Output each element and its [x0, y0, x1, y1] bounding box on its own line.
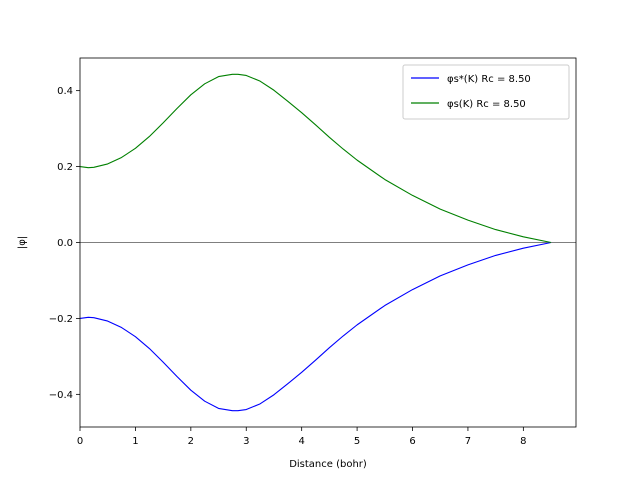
x-tick-label: 6 — [409, 436, 415, 447]
y-axis-label: |φ| — [17, 236, 28, 249]
x-axis-label: Distance (bohr) — [289, 459, 367, 470]
legend-frame — [402, 64, 570, 120]
x-tick-label: 8 — [520, 436, 526, 447]
y-tick-label: 0.0 — [57, 238, 73, 249]
y-tick-label: 0.2 — [57, 162, 73, 173]
y-tick-label: −0.4 — [49, 390, 73, 401]
legend: φs*(K) Rc = 8.50 φs(K) Rc = 8.50 — [402, 64, 570, 120]
legend-label-series-2: φs(K) Rc = 8.50 — [447, 99, 526, 110]
x-tick-label: 5 — [354, 436, 360, 447]
x-tick-label: 1 — [132, 436, 138, 447]
y-tick-label: 0.4 — [57, 86, 73, 97]
x-tick-label: 7 — [465, 436, 471, 447]
x-tick-label: 3 — [243, 436, 249, 447]
legend-label-series-1: φs*(K) Rc = 8.50 — [447, 74, 531, 85]
y-tick-label: −0.2 — [49, 314, 73, 325]
series-line-1 — [79, 241, 552, 412]
x-tick-label: 2 — [188, 436, 194, 447]
x-tick-label: 0 — [77, 436, 83, 447]
x-tick-label: 4 — [298, 436, 304, 447]
series-line-2 — [79, 73, 552, 244]
